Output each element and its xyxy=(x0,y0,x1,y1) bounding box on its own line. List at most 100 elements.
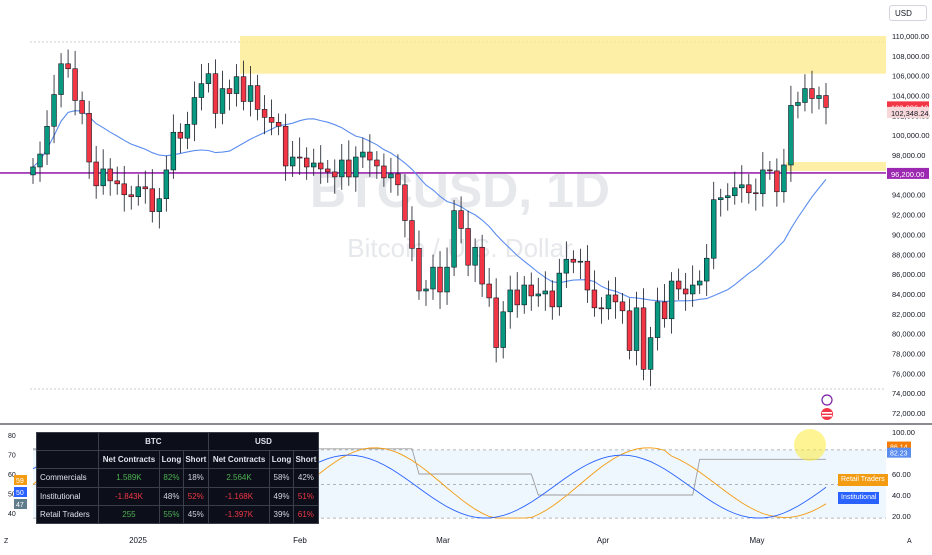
candle-body xyxy=(367,151,373,161)
candle-body xyxy=(395,173,401,186)
candle-body xyxy=(605,294,612,310)
candle xyxy=(177,123,184,154)
candle-body xyxy=(682,288,689,295)
indicator-left-tag xyxy=(14,487,27,497)
candle-body xyxy=(753,192,759,195)
candle-body xyxy=(177,131,184,139)
candle-body xyxy=(332,171,338,178)
event-icon xyxy=(821,394,833,406)
candle-body xyxy=(626,310,633,351)
candle xyxy=(809,70,815,114)
candle xyxy=(718,188,724,217)
candle xyxy=(233,64,240,107)
candle-body xyxy=(346,159,352,178)
cot-cell: -1.843K xyxy=(97,486,161,506)
candle xyxy=(437,251,443,309)
candle-body xyxy=(360,151,366,158)
candle xyxy=(528,272,534,311)
candle xyxy=(332,159,338,194)
candle xyxy=(311,148,317,176)
candle-body xyxy=(100,168,106,187)
candle xyxy=(58,53,64,108)
cot-cell: 39% xyxy=(269,504,294,525)
cot-group-btc: BTC xyxy=(97,431,209,452)
candle-body xyxy=(521,284,527,306)
candle-body xyxy=(184,123,191,139)
indicator-left-tag-label: 50 xyxy=(16,490,24,497)
candle xyxy=(732,171,738,205)
candle xyxy=(37,141,43,182)
cot-corner xyxy=(36,431,99,452)
auto-scale-icon: A xyxy=(907,538,912,545)
candle-body xyxy=(823,95,829,108)
candle xyxy=(114,166,120,195)
candle xyxy=(318,145,324,184)
candle xyxy=(696,270,703,294)
candle-body xyxy=(802,88,808,103)
candle-body xyxy=(79,100,85,114)
candle xyxy=(226,79,233,111)
candle-body xyxy=(226,88,233,94)
candle xyxy=(128,185,134,210)
candle-body xyxy=(58,63,64,95)
candle xyxy=(465,210,471,277)
candle xyxy=(570,250,577,274)
candle-body xyxy=(233,76,240,94)
candle-body xyxy=(654,301,661,338)
flag-icon xyxy=(821,408,833,420)
candle xyxy=(626,298,633,360)
indicator-left-tick: 40 xyxy=(8,511,16,518)
cot-col-header: Short xyxy=(182,450,209,470)
candle-body xyxy=(219,88,226,114)
candle-body xyxy=(268,117,275,123)
candle xyxy=(640,288,647,381)
candle xyxy=(212,59,219,129)
candle-body xyxy=(549,290,556,308)
candle xyxy=(184,111,191,150)
candle-body xyxy=(409,220,415,249)
price-tick-label: 92,000.00 xyxy=(892,211,925,220)
indicator-left-tag-label: 59 xyxy=(16,478,24,485)
candle-body xyxy=(591,289,598,309)
candle-body xyxy=(282,125,289,167)
indicator-value-a-badge xyxy=(887,441,911,452)
candle-body xyxy=(584,260,591,291)
candle xyxy=(156,187,163,229)
candle xyxy=(423,280,429,306)
candle xyxy=(100,149,106,195)
candle-body xyxy=(556,272,563,308)
candle xyxy=(472,238,478,283)
institutional-label: Institutional xyxy=(841,494,877,501)
candle xyxy=(577,248,584,280)
candle-body xyxy=(619,301,626,312)
candle-body xyxy=(711,199,717,259)
timezone-icon: Z xyxy=(4,538,9,545)
currency-label: USD xyxy=(895,8,912,18)
indicator-left-tick: 80 xyxy=(8,433,16,440)
candle-body xyxy=(535,293,541,297)
candle-body xyxy=(598,307,605,310)
candle xyxy=(760,152,766,207)
candle-body xyxy=(261,109,268,118)
candle-body xyxy=(325,168,331,173)
candle-body xyxy=(44,125,50,155)
candle-body xyxy=(703,257,710,282)
candle-body xyxy=(128,194,134,198)
time-axis-label: Feb xyxy=(293,536,307,545)
candle xyxy=(591,270,598,317)
candle xyxy=(261,95,268,135)
candle xyxy=(282,113,289,181)
candle xyxy=(107,158,113,196)
currency-button[interactable]: USD xyxy=(889,5,927,21)
cot-cell: -1.168K xyxy=(207,486,271,506)
candle xyxy=(542,271,548,311)
candle-body xyxy=(416,248,422,292)
candle xyxy=(753,178,759,211)
cot-cell: 51% xyxy=(292,486,320,506)
candle-body xyxy=(767,169,773,172)
candle-body xyxy=(647,337,654,370)
candle xyxy=(72,50,78,116)
candle xyxy=(430,254,436,300)
candle xyxy=(198,63,205,111)
candle xyxy=(360,137,366,168)
